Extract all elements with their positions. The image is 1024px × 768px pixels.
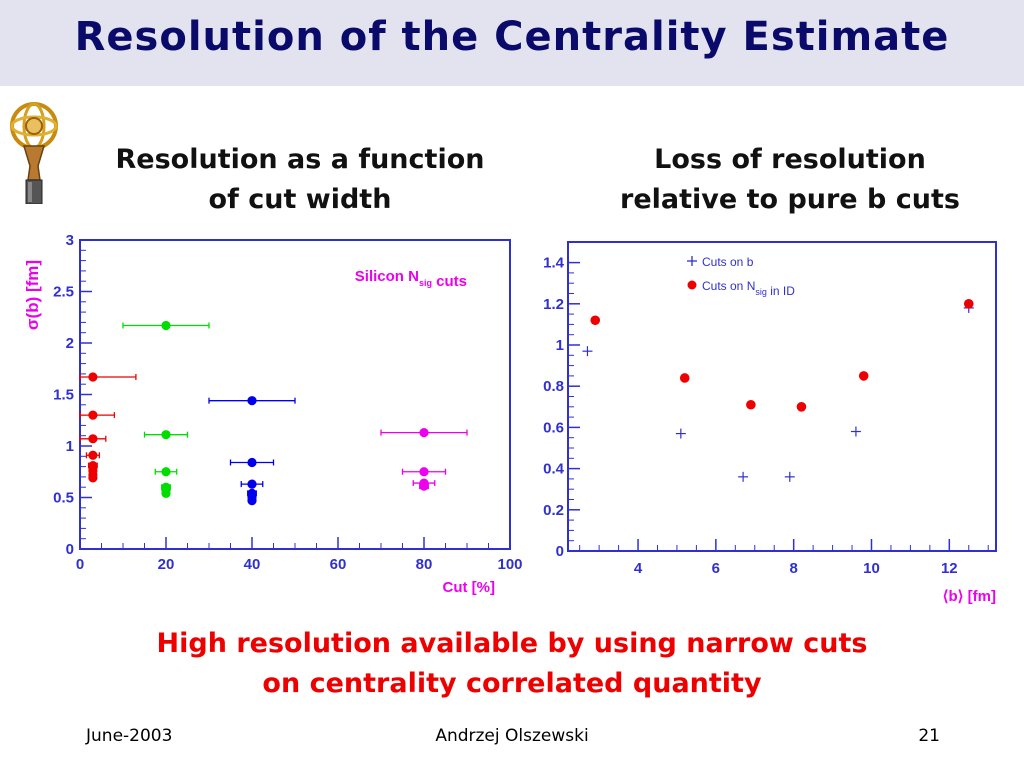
x-tick-label: 40 (244, 556, 261, 573)
conclusion-line-2: on centrality correlated quantity (262, 668, 762, 699)
right-subtitle: Loss of resolution relative to pure b cu… (580, 140, 1000, 220)
data-point (161, 430, 171, 440)
x-tick-label: 8 (790, 560, 798, 577)
x-axis-label: ⟨b⟩ [fm] (943, 588, 996, 605)
y-tick-label: 3 (66, 232, 74, 249)
x-axis-label: Cut [%] (443, 579, 496, 596)
data-point (88, 372, 98, 382)
y-axis-label: σ(b) [fm] (23, 260, 42, 330)
y-tick-label: 1 (66, 438, 74, 455)
y-tick-label: 1.2 (543, 296, 564, 313)
y-tick-label: 0.5 (53, 490, 74, 507)
x-tick-label: 6 (712, 560, 720, 577)
y-tick-label: 0.2 (543, 502, 564, 519)
x-tick-label: 0 (76, 556, 84, 573)
slide-title: Resolution of the Centrality Estimate (74, 14, 950, 60)
data-point (746, 399, 756, 410)
data-point (88, 450, 98, 460)
y-tick-label: 0.6 (543, 419, 564, 436)
x-tick-label: 60 (330, 556, 347, 573)
right-subtitle-line-1: Loss of resolution (654, 144, 926, 175)
footer-page-number: 21 (918, 726, 940, 746)
x-tick-label: 10 (863, 560, 880, 577)
x-tick-label: 20 (158, 556, 175, 573)
data-point (419, 481, 429, 491)
data-point (590, 315, 601, 326)
left-subtitle-line-2: of cut width (208, 184, 392, 215)
y-tick-label: 1.5 (53, 387, 74, 404)
footer-author: Andrzej Olszewski (435, 726, 589, 746)
data-point (247, 479, 257, 489)
conclusion: High resolution available by using narro… (60, 624, 964, 704)
y-tick-label: 0 (556, 543, 564, 560)
data-point (88, 473, 98, 483)
data-point (88, 434, 98, 444)
atlas-figure-icon (10, 102, 58, 204)
title-bar (0, 0, 1024, 86)
legend-label-cuts-on-b: Cuts on b (702, 255, 754, 269)
data-point (796, 402, 807, 412)
x-tick-label: 80 (416, 556, 433, 573)
y-tick-label: 0 (66, 541, 74, 558)
data-point (88, 410, 98, 420)
footer-date: June-2003 (86, 726, 173, 746)
data-point (679, 373, 690, 383)
right-subtitle-line-2: relative to pure b cuts (620, 184, 960, 215)
data-point (419, 467, 429, 477)
data-point (247, 495, 257, 506)
data-point (247, 457, 257, 468)
x-tick-label: 100 (497, 556, 522, 573)
y-tick-label: 1.4 (543, 255, 565, 272)
legend-label-cuts-on-nsig: Cuts on Nsig in ID (702, 279, 795, 298)
x-tick-label: 4 (634, 560, 643, 577)
y-tick-label: 2.5 (53, 284, 74, 301)
conclusion-line-1: High resolution available by using narro… (156, 628, 868, 659)
data-point (247, 396, 257, 406)
y-tick-label: 1 (556, 337, 564, 354)
loss-of-resolution-chart: 0 0.2 0.4 0.6 0.8 1 1.2 1.4 4 6 8 10 12 ⟨b⟩ [fm] Cuts … (543, 241, 997, 605)
y-tick-label: 2 (66, 335, 74, 352)
data-point (161, 320, 171, 331)
y-tick-label: 0.8 (543, 378, 564, 395)
legend-marker-dot (687, 280, 697, 290)
data-point (858, 371, 869, 381)
left-subtitle: Resolution as a function of cut width (80, 140, 520, 220)
x-tick-label: 12 (941, 560, 958, 577)
data-point (161, 488, 171, 498)
data-point (161, 467, 171, 477)
y-tick-label: 0.4 (543, 461, 565, 478)
left-subtitle-line-1: Resolution as a function (115, 144, 485, 175)
data-point (963, 299, 974, 309)
annotation: Silicon Nsig cuts (355, 268, 467, 290)
data-point (419, 428, 429, 438)
